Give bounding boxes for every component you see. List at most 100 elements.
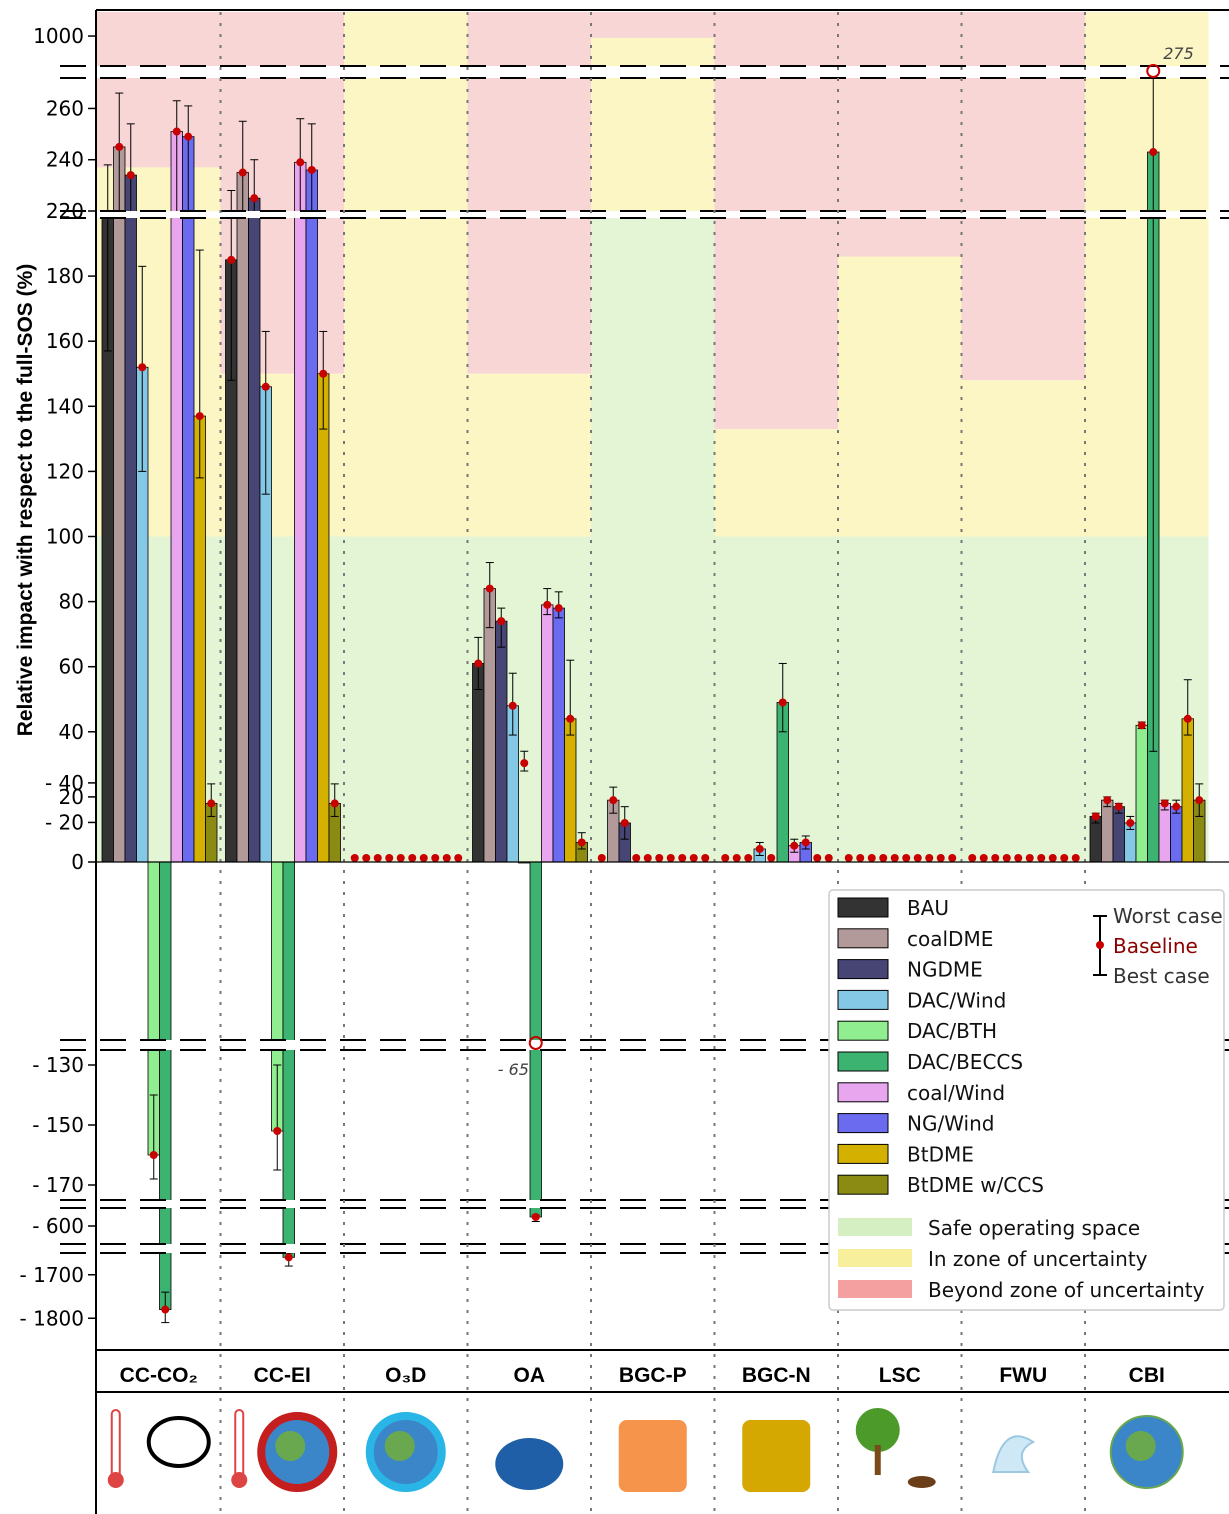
bar-ng-wind-1 [305, 169, 318, 863]
legend-swatch [837, 1143, 889, 1164]
y-tick-label: 160 [46, 329, 84, 353]
baseline-dot [1060, 854, 1069, 862]
y-tick-label: 1000 [33, 24, 84, 48]
bar-coaldme-3 [483, 588, 496, 863]
baseline-dot [408, 854, 417, 862]
baseline-dot [531, 1213, 540, 1221]
baseline-dot [554, 604, 563, 613]
y-tick-label: 40 [59, 720, 84, 744]
y-tick-label: 260 [46, 96, 84, 120]
baseline-dot [1172, 802, 1181, 811]
zone-safe [961, 536, 1085, 862]
legend-swatch [837, 897, 889, 918]
baseline-dot [790, 841, 799, 850]
legend-swatch [837, 1020, 889, 1041]
thermometer-icon [234, 1409, 245, 1481]
baseline-dot [227, 255, 236, 264]
y-tick-label: - 170 [32, 1173, 84, 1197]
bar-btdme-8 [1181, 718, 1194, 863]
baseline-dot [1025, 854, 1034, 862]
category-icon [742, 1420, 811, 1492]
baseline-dot [1126, 818, 1135, 827]
tree-icon [855, 1408, 900, 1452]
category-icon [992, 1435, 1036, 1473]
baseline-dot [577, 838, 586, 847]
bar-ngdme-0 [124, 174, 137, 863]
baseline-dot [261, 382, 270, 391]
baseline-dot [701, 854, 710, 862]
baseline-dot [643, 854, 652, 862]
baseline-dot [273, 1127, 282, 1135]
category-label: LSC [879, 1364, 921, 1387]
category-label: BGC-N [742, 1364, 811, 1387]
zone-uncertainty [714, 429, 838, 537]
zone-uncertainty [1085, 12, 1209, 537]
category-separators [96, 9, 1229, 1514]
y-tick-label: 180 [46, 264, 84, 288]
category-label: FWU [999, 1364, 1047, 1387]
baseline-dot [609, 796, 618, 805]
baseline-dot [1160, 799, 1169, 808]
y-tick-label: 240 [46, 148, 84, 172]
baseline-dot [1195, 796, 1204, 805]
baseline-dot [755, 844, 764, 853]
baseline-dot [890, 854, 899, 862]
baseline-dot [913, 854, 922, 862]
baseline-dot [296, 158, 305, 167]
legend-label: coalDME [907, 927, 993, 951]
axis-break-gap [60, 211, 1229, 218]
category-label: CC-CO₂ [120, 1364, 198, 1387]
baseline-dot [115, 142, 124, 151]
legend-zone-label: Beyond zone of uncertainty [928, 1278, 1205, 1302]
baseline-dot [689, 854, 698, 862]
bar-coal-wind-8 [1158, 803, 1171, 863]
y-axis-label: Relative impact with respect to the full… [14, 264, 37, 737]
zone-safe [344, 536, 468, 862]
category-label: CC-EI [254, 1364, 311, 1387]
bar-btdme-0 [193, 415, 206, 863]
baseline-dot [1014, 854, 1023, 862]
axis-break-gap [60, 66, 1229, 78]
baseline-dot [991, 854, 1000, 862]
baseline-dot [520, 759, 529, 768]
baseline-dot [979, 854, 988, 862]
baseline-dot [767, 854, 776, 862]
baseline-dot [879, 854, 888, 862]
category-icon [107, 1409, 211, 1488]
category-icon [618, 1420, 687, 1492]
legend-zone-swatch [838, 1249, 912, 1267]
baseline-dot [1149, 148, 1158, 157]
y-tick-label: 120 [46, 459, 84, 483]
baseline-dot [1048, 854, 1057, 862]
legend-swatch [837, 959, 889, 980]
baseline-dot [485, 584, 494, 593]
legend-swatch [837, 1051, 889, 1072]
baseline-dot [138, 363, 147, 372]
zone-beyond [97, 12, 221, 168]
legend-zone-swatch [838, 1280, 912, 1298]
zone-safe [714, 536, 838, 862]
bar-ngdme-1 [248, 197, 261, 863]
baseline-dot [1002, 854, 1011, 862]
soil-icon [907, 1476, 936, 1488]
category-icon [231, 1409, 338, 1492]
y-tick-label: 0 [71, 850, 84, 874]
baseline-dot [844, 854, 853, 862]
baseline-dot [126, 171, 135, 180]
zone-uncertainty [344, 12, 468, 537]
callout-label: 275 [1163, 44, 1194, 63]
legend-swatch [837, 989, 889, 1010]
baseline-dot [497, 617, 506, 626]
baseline-dot [319, 369, 328, 378]
category-label: BGC-P [619, 1364, 687, 1387]
legend-label: BAU [907, 896, 949, 920]
legend-label: NG/Wind [907, 1112, 994, 1136]
phosphorus-icon [618, 1420, 687, 1492]
y-tick-label: - 150 [32, 1113, 84, 1137]
baseline-dot [744, 854, 753, 862]
baseline-dot [655, 854, 664, 862]
legend-label: NGDME [907, 958, 983, 982]
baseline-dot [678, 854, 687, 862]
legend-zone-swatch [838, 1218, 912, 1236]
